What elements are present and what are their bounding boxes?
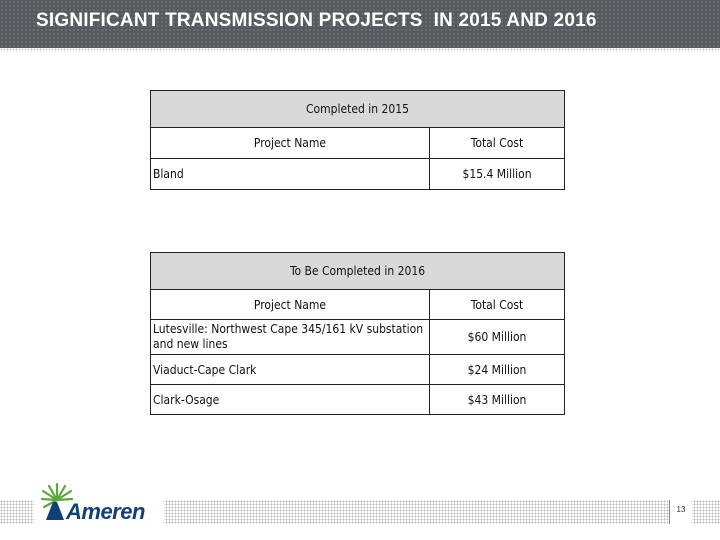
- column-header-project-name: Project Name: [150, 127, 430, 159]
- ameren-logo-text: Ameren: [66, 499, 145, 524]
- total-cost-cell: $15.4 Million: [429, 158, 565, 190]
- ameren-emblem-icon: [40, 482, 74, 520]
- page-number: 13: [676, 505, 686, 514]
- planned-2016-table: To Be Completed in 2016 Project Name Tot…: [150, 252, 565, 415]
- title-bar: SIGNIFICANT TRANSMISSION PROJECTS IN 201…: [0, 0, 720, 48]
- table-caption: Completed in 2015: [150, 90, 565, 128]
- column-header-total-cost: Total Cost: [429, 127, 565, 159]
- table-row: Viaduct-Cape Clark $24 Million: [150, 354, 565, 385]
- total-cost-cell: $43 Million: [429, 384, 565, 415]
- project-name-cell: Bland: [150, 158, 430, 190]
- project-name-cell: Viaduct-Cape Clark: [150, 354, 430, 385]
- table-caption: To Be Completed in 2016: [150, 252, 565, 290]
- footer-gap: [158, 500, 164, 524]
- column-header-project-name: Project Name: [150, 289, 430, 320]
- table-row: Bland $15.4 Million: [150, 158, 565, 190]
- table-row: Lutesville: Northwest Cape 345/161 kV su…: [150, 319, 565, 355]
- table-row: Clark-Osage $43 Million: [150, 384, 565, 415]
- project-name-cell: Clark-Osage: [150, 384, 430, 415]
- total-cost-cell: $60 Million: [429, 319, 565, 355]
- page-number-box: 13: [669, 500, 692, 524]
- total-cost-cell: $24 Million: [429, 354, 565, 385]
- page-title: SIGNIFICANT TRANSMISSION PROJECTS IN 201…: [36, 10, 597, 31]
- completed-2015-table: Completed in 2015 Project Name Total Cos…: [150, 90, 565, 190]
- column-header-total-cost: Total Cost: [429, 289, 565, 320]
- project-name-cell: Lutesville: Northwest Cape 345/161 kV su…: [150, 319, 430, 355]
- title-divider: [0, 48, 720, 52]
